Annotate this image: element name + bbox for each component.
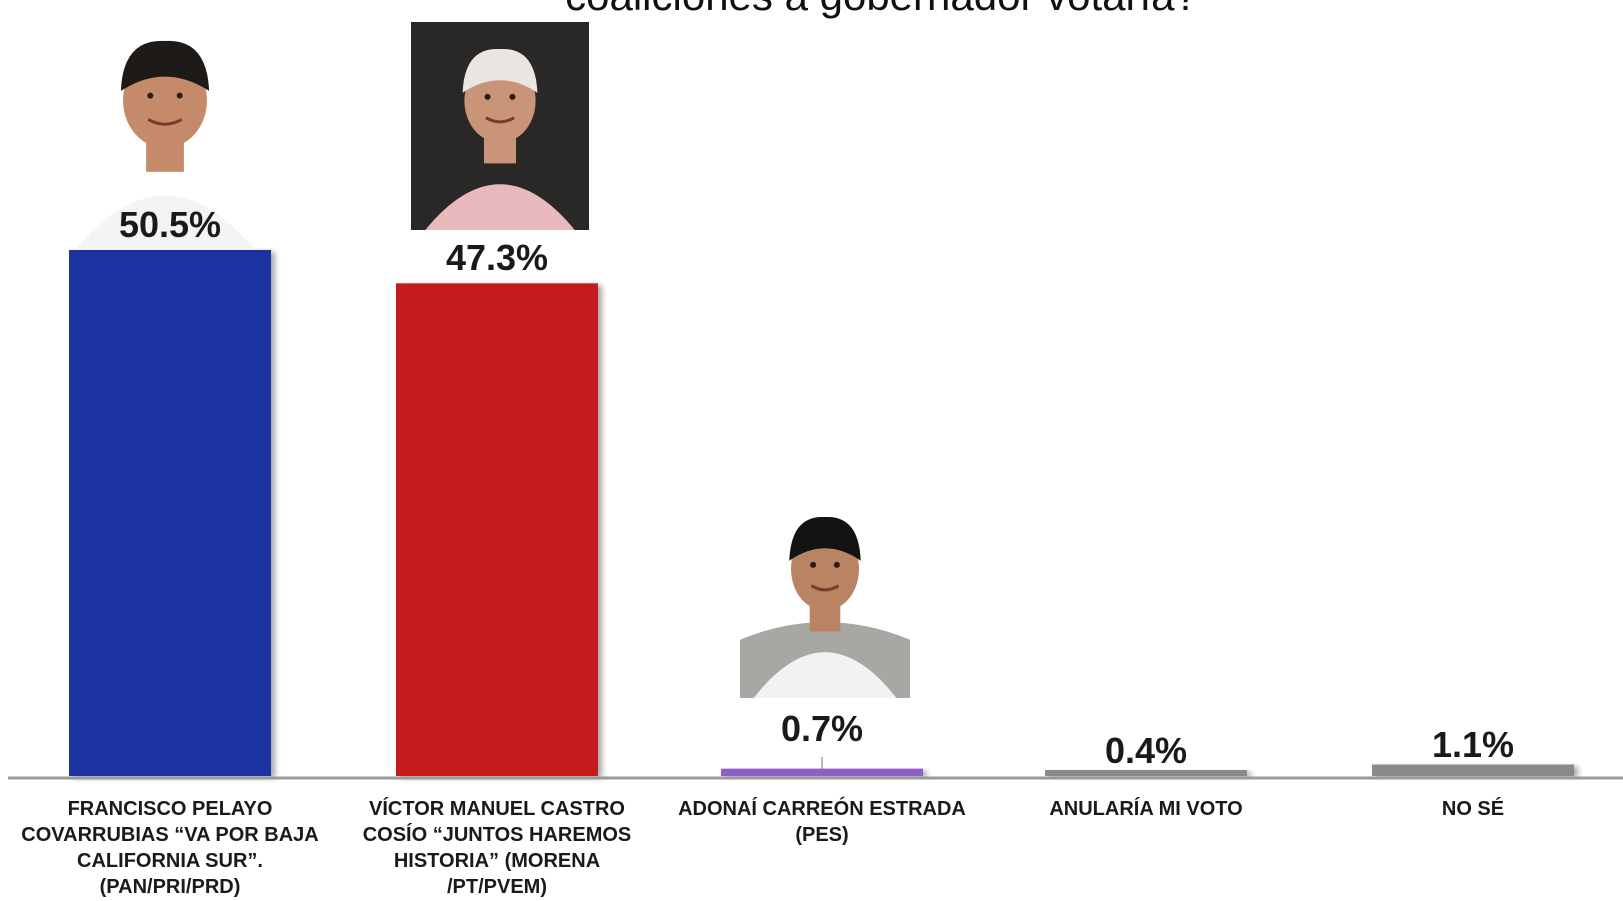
category-label-2: ADONAÍ CARREÓN ESTRADA (PES) bbox=[678, 798, 966, 846]
category-label-3: ANULARÍA MI VOTO bbox=[1049, 798, 1243, 820]
category-label-1: VÍCTOR MANUEL CASTRO COSÍO “JUNTOS HAREM… bbox=[362, 798, 632, 898]
chart-title: coaliciones a gobernador votaría? bbox=[0, 0, 1623, 20]
category-label-0: FRANCISCO PELAYO COVARRUBIAS “VA POR BAJ… bbox=[21, 798, 319, 898]
adonai-carreon-photo bbox=[740, 490, 910, 698]
bar-4 bbox=[1372, 764, 1574, 776]
francisco-pelayo-photo bbox=[60, 10, 270, 248]
value-label-1: 47.3% bbox=[445, 237, 549, 279]
bar-1 bbox=[396, 283, 598, 776]
value-label-3: 0.4% bbox=[1104, 730, 1188, 771]
value-label-4: 1.1% bbox=[1431, 724, 1515, 765]
victor-castro-photo bbox=[411, 22, 589, 230]
value-label-0: 50.5% bbox=[118, 204, 222, 245]
category-label-4: NO SÉ bbox=[1441, 798, 1505, 820]
bar-3 bbox=[1045, 770, 1247, 776]
bar-2 bbox=[721, 768, 923, 776]
value-label-2: 0.7% bbox=[780, 708, 864, 749]
bar-0 bbox=[69, 250, 271, 776]
